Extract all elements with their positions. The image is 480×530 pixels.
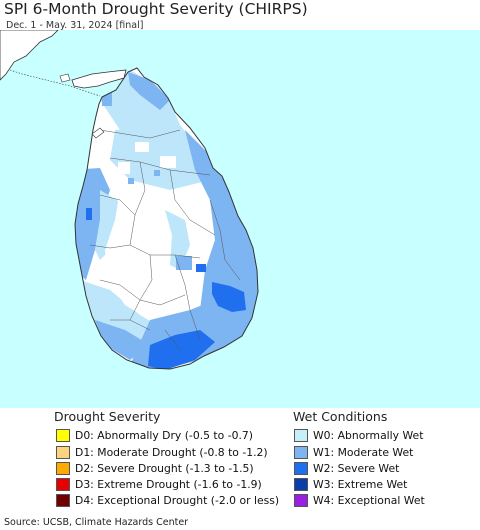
legend-swatch-d4 (56, 494, 70, 507)
wet-patch (196, 264, 206, 272)
wet-area-southeast-w2 (212, 282, 246, 312)
legend-label-d3: D3: Extreme Drought (-1.6 to -1.9) (75, 478, 262, 491)
mannar-island (91, 127, 105, 139)
legend-swatch-d3 (56, 478, 70, 491)
map-title: SPI 6-Month Drought Severity (CHIRPS) (4, 0, 308, 18)
wet-patch (118, 162, 130, 174)
jaffna-island (59, 73, 71, 83)
drought-map (0, 30, 480, 408)
legend-swatch-d0 (56, 429, 70, 442)
legend-label-w3: W3: Extreme Wet (313, 478, 408, 491)
legend-swatch-d1 (56, 446, 70, 459)
legend-label-d2: D2: Severe Drought (-1.3 to -1.5) (75, 462, 254, 475)
wet-legend-title: Wet Conditions (293, 409, 388, 424)
map-subtitle: Dec. 1 - May. 31, 2024 [final] (6, 20, 144, 31)
wet-patch (102, 88, 112, 106)
legend-swatch-w4 (294, 494, 308, 507)
legend-item-w3: W3: Extreme Wet (294, 477, 407, 492)
legend-label-d4: D4: Exceptional Drought (-2.0 or less) (75, 494, 280, 507)
legend-item-d4: D4: Exceptional Drought (-2.0 or less) (56, 493, 279, 508)
legend-label-w0: W0: Abnormally Wet (313, 429, 424, 442)
legend-swatch-w0 (294, 429, 308, 442)
wet-area-south-w2 (148, 330, 215, 369)
legend-swatch-w2 (294, 462, 308, 475)
wet-patch (154, 170, 160, 176)
legend-item-d3: D3: Extreme Drought (-1.6 to -1.9) (56, 477, 262, 492)
legend-swatch-w3 (294, 478, 308, 491)
wet-patch (135, 142, 149, 152)
wet-area-southwest-w1 (95, 320, 150, 360)
legend-item-d1: D1: Moderate Drought (-0.8 to -1.2) (56, 445, 268, 460)
district-boundaries (89, 129, 241, 351)
india-coast (0, 30, 59, 81)
wet-patch (176, 256, 192, 270)
drought-legend-title: Drought Severity (54, 409, 161, 424)
legend-swatch-w1 (294, 446, 308, 459)
jaffna-peninsula (71, 69, 127, 89)
legend-item-w0: W0: Abnormally Wet (294, 428, 423, 443)
legend-item-w1: W1: Moderate Wet (294, 445, 413, 460)
wet-patch (160, 156, 176, 168)
legend-label-w4: W4: Exceptional Wet (313, 494, 425, 507)
legend-label-d0: D0: Abnormally Dry (-0.5 to -0.7) (75, 429, 253, 442)
wet-area-north-w1 (128, 72, 170, 110)
wet-patch (86, 208, 92, 220)
legend-item-w4: W4: Exceptional Wet (294, 493, 425, 508)
legend-item-d0: D0: Abnormally Dry (-0.5 to -0.7) (56, 428, 253, 443)
legend-label-w1: W1: Moderate Wet (313, 446, 414, 459)
legend-swatch-d2 (56, 462, 70, 475)
legend-label-w2: W2: Severe Wet (313, 462, 400, 475)
legend-item-d2: D2: Severe Drought (-1.3 to -1.5) (56, 461, 254, 476)
source-credit: Source: UCSB, Climate Hazards Center (4, 517, 189, 528)
legend-label-d1: D1: Moderate Drought (-0.8 to -1.2) (75, 446, 268, 459)
legend-item-w2: W2: Severe Wet (294, 461, 399, 476)
wet-patch (128, 178, 134, 184)
